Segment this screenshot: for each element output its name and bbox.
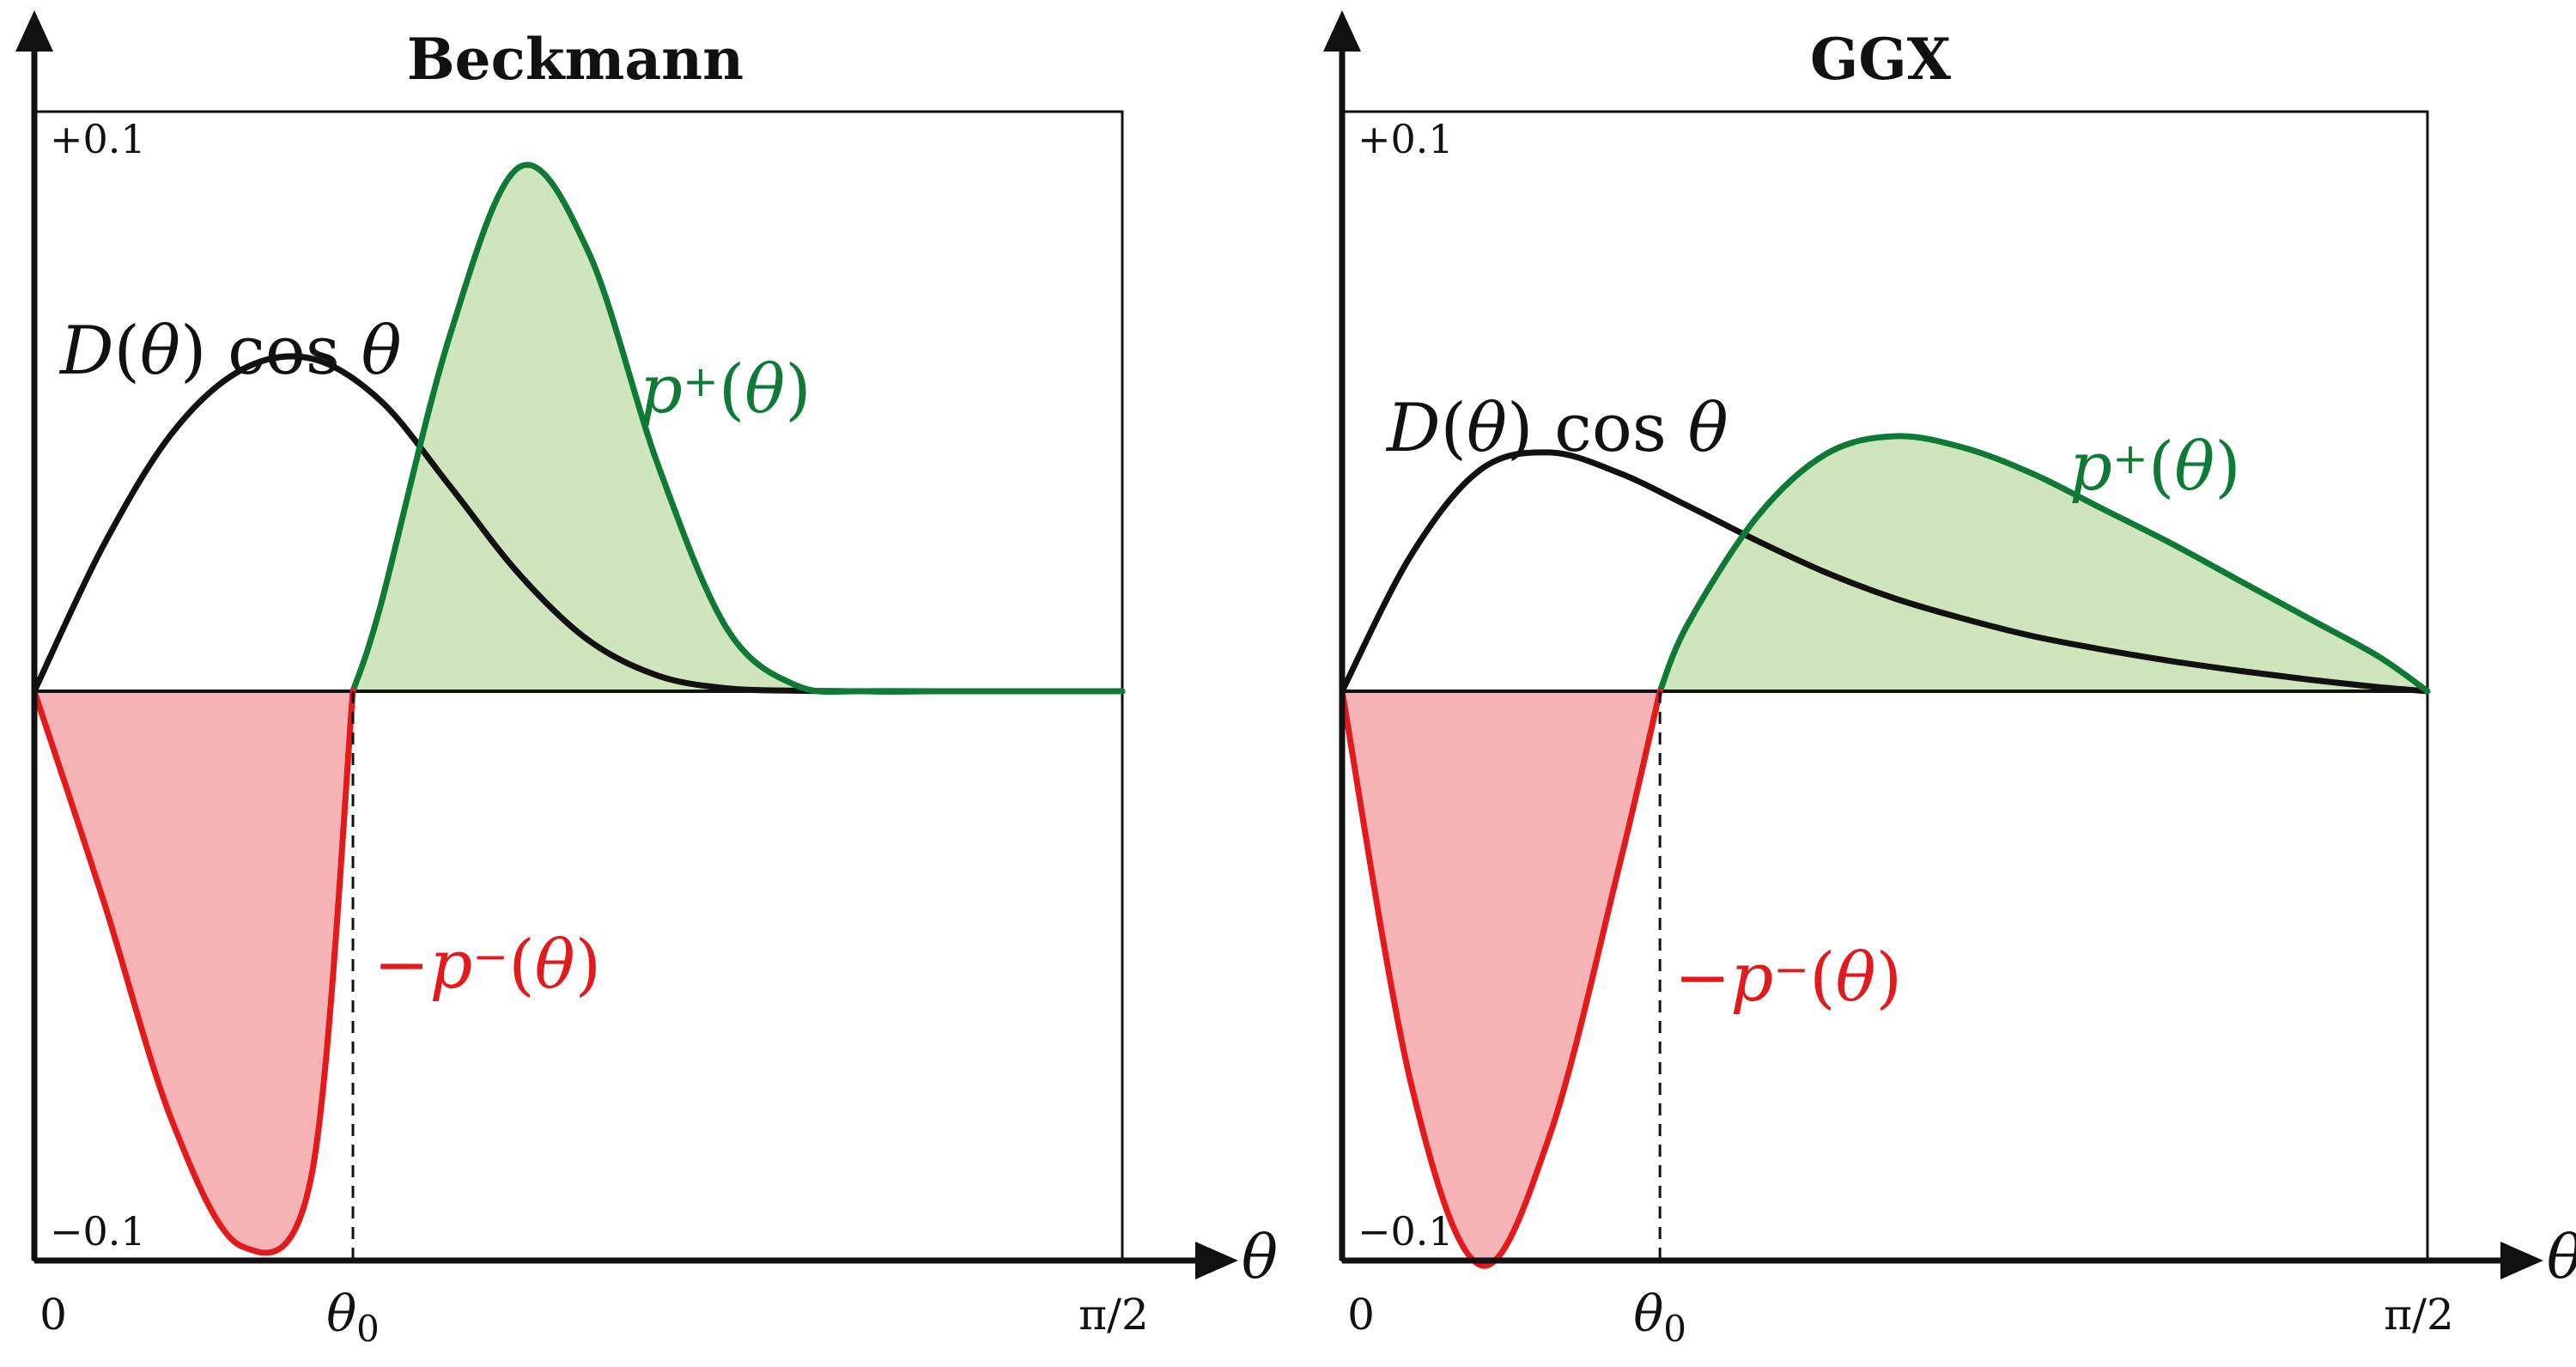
series-label-d-cos: D(θ) cos θ [58,313,402,390]
series-line-p-plus [1656,433,2431,695]
x-axis-label: θ [1242,1222,1278,1292]
series-label-p-minus: −p−(θ) [374,927,601,1004]
x-tick-end: π/2 [1078,1290,1149,1340]
y-axis-arrow [1323,10,1361,52]
y-tick-top: +0.1 [50,116,146,162]
y-tick-bottom: −0.1 [50,1208,146,1255]
chart-title: Beckmann [407,26,744,93]
y-tick-top: +0.1 [1358,116,1454,162]
series-line-p-minus [1339,688,1663,1269]
chart-panel-beckmann: Beckmann +0.1 −0.1 0 θ0 π/2 θ D(θ) cos θ p+(θ) −p… [15,10,1278,1350]
x-axis-label: θ [2547,1222,2576,1292]
series-label-p-minus: −p−(θ) [1674,939,1902,1017]
x-tick-zero: 0 [1347,1290,1375,1340]
series-label-p-plus: p+(θ) [2069,428,2241,506]
series-line-p-plus [349,161,1126,696]
series-line-d-cos [1339,449,2431,695]
y-tick-bottom: −0.1 [1358,1208,1454,1255]
series-line-p-minus [31,688,356,1256]
x-axis-arrow [2500,1242,2543,1279]
x-axis-arrow [1195,1242,1238,1279]
area-fill-p-minus [34,691,354,1254]
x-tick-end: π/2 [2384,1290,2454,1340]
chart-panel-ggx: GGX +0.1 −0.1 0 θ0 π/2 θ D(θ) cos θ p+(θ) −p−(θ) [1323,10,2576,1350]
series-label-d-cos: D(θ) cos θ [1385,390,1728,467]
x-tick-theta0: θ0 [1633,1285,1686,1350]
area-fill-p-plus [353,165,1122,692]
x-tick-theta0: θ0 [326,1285,380,1350]
x-tick-zero: 0 [39,1290,67,1340]
y-axis-arrow [15,10,53,52]
chart-title: GGX [1810,26,1952,93]
area-fill-p-plus [1660,435,2427,691]
series-label-p-plus: p+(θ) [640,351,811,428]
